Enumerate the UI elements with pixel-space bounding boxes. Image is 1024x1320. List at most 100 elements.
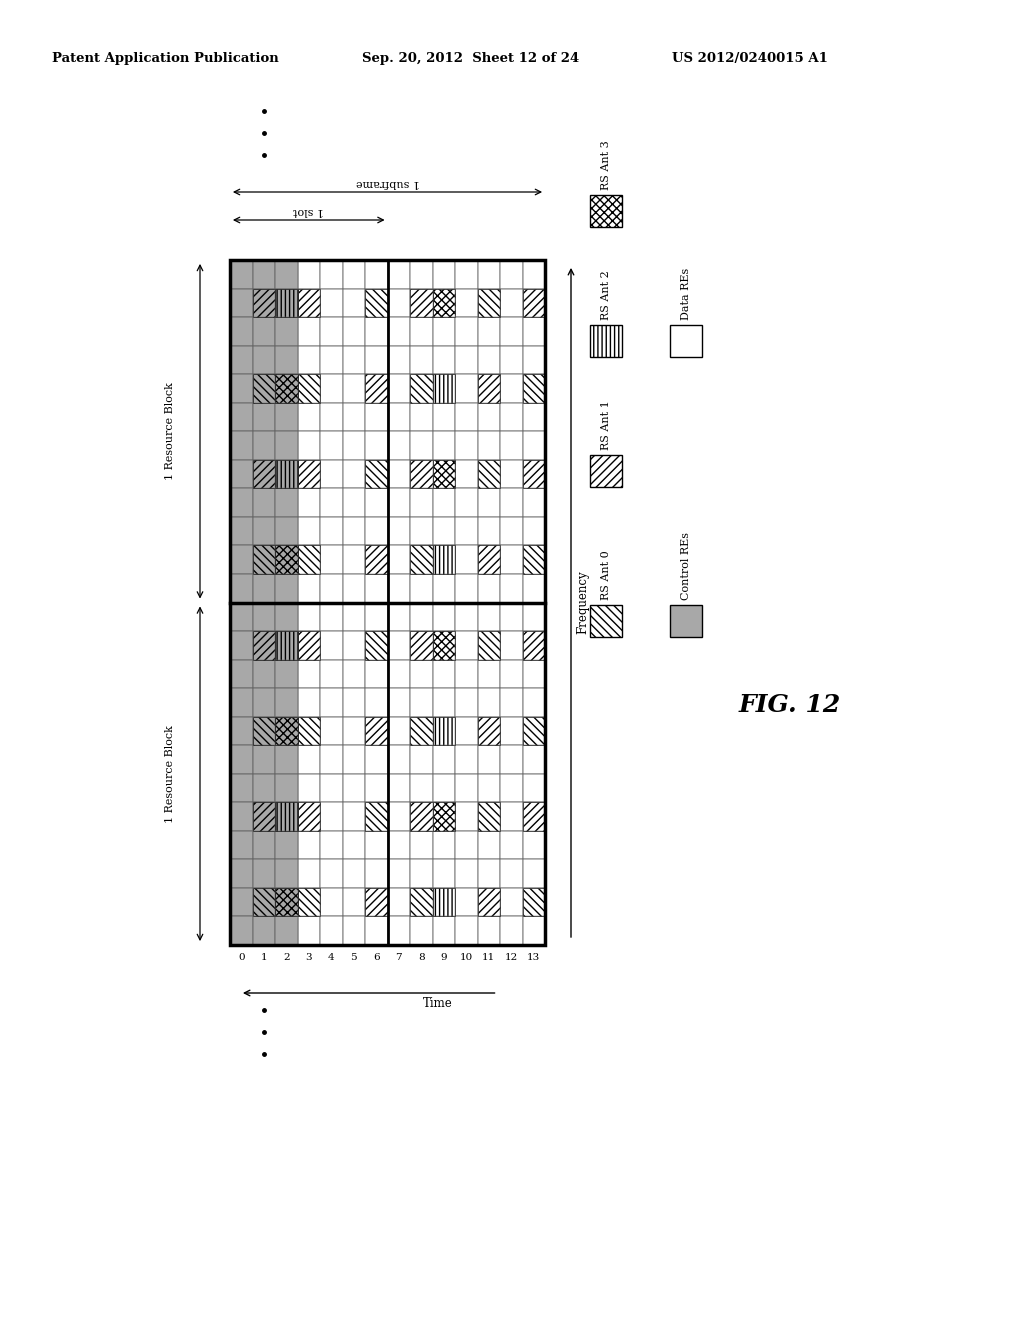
Bar xyxy=(253,574,275,602)
Bar xyxy=(253,888,275,916)
Bar xyxy=(230,830,253,859)
Bar xyxy=(432,774,455,803)
Bar xyxy=(230,374,253,403)
Bar xyxy=(500,916,522,945)
Bar xyxy=(365,859,387,888)
Bar xyxy=(319,888,342,916)
Bar xyxy=(432,517,455,545)
Bar xyxy=(432,317,455,346)
Bar xyxy=(275,517,298,545)
Bar xyxy=(253,517,275,545)
Bar xyxy=(275,717,298,746)
Bar xyxy=(253,459,275,488)
Bar xyxy=(319,774,342,803)
Bar xyxy=(365,660,387,688)
Bar xyxy=(522,289,545,317)
Bar xyxy=(230,488,253,517)
Bar xyxy=(275,688,298,717)
Bar xyxy=(432,346,455,374)
Bar xyxy=(298,688,319,717)
Text: US 2012/0240015 A1: US 2012/0240015 A1 xyxy=(672,51,827,65)
Bar xyxy=(298,803,319,830)
Bar xyxy=(253,488,275,517)
Bar xyxy=(500,803,522,830)
Bar xyxy=(455,289,477,317)
Text: Frequency: Frequency xyxy=(577,570,590,635)
Text: 3: 3 xyxy=(305,953,312,962)
Bar xyxy=(275,916,298,945)
Bar xyxy=(432,459,455,488)
Bar xyxy=(230,459,253,488)
Bar xyxy=(590,455,622,487)
Bar xyxy=(410,317,432,346)
Bar xyxy=(253,803,275,830)
Bar xyxy=(455,545,477,574)
Bar xyxy=(387,774,410,803)
Bar xyxy=(275,574,298,602)
Bar xyxy=(253,545,275,574)
Bar xyxy=(253,459,275,488)
Bar xyxy=(455,260,477,289)
Bar xyxy=(590,195,622,227)
Bar xyxy=(500,317,522,346)
Bar xyxy=(365,374,387,403)
Bar xyxy=(387,289,410,317)
Bar xyxy=(432,289,455,317)
Bar xyxy=(253,660,275,688)
Text: 11: 11 xyxy=(482,953,496,962)
Bar xyxy=(230,660,253,688)
Bar xyxy=(342,488,365,517)
Bar xyxy=(522,803,545,830)
Bar xyxy=(275,459,298,488)
Bar xyxy=(253,574,275,602)
Bar xyxy=(230,545,253,574)
Text: 6: 6 xyxy=(373,953,380,962)
Bar xyxy=(365,317,387,346)
Bar xyxy=(410,746,432,774)
Text: RS Ant 0: RS Ant 0 xyxy=(601,550,611,601)
Bar xyxy=(477,888,500,916)
Bar xyxy=(298,803,319,830)
Bar xyxy=(275,289,298,317)
Bar xyxy=(253,602,275,631)
Bar xyxy=(410,688,432,717)
Text: 12: 12 xyxy=(505,953,518,962)
Bar xyxy=(319,432,342,459)
Bar xyxy=(342,859,365,888)
Bar xyxy=(522,260,545,289)
Bar xyxy=(432,260,455,289)
Bar xyxy=(522,859,545,888)
Bar xyxy=(298,830,319,859)
Bar xyxy=(275,688,298,717)
Bar xyxy=(455,346,477,374)
Bar xyxy=(342,631,365,660)
Bar xyxy=(298,289,319,317)
Bar xyxy=(253,888,275,916)
Bar xyxy=(275,289,298,317)
Bar xyxy=(275,888,298,916)
Bar xyxy=(387,517,410,545)
Bar xyxy=(230,374,253,403)
Bar xyxy=(387,403,410,432)
Bar xyxy=(319,830,342,859)
Bar xyxy=(522,631,545,660)
Bar xyxy=(342,289,365,317)
Bar xyxy=(253,517,275,545)
Bar xyxy=(342,346,365,374)
Bar xyxy=(275,631,298,660)
Bar xyxy=(342,317,365,346)
Bar xyxy=(522,717,545,746)
Bar xyxy=(319,574,342,602)
Bar xyxy=(365,631,387,660)
Bar xyxy=(230,888,253,916)
Bar xyxy=(253,803,275,830)
Bar xyxy=(500,830,522,859)
Bar xyxy=(253,774,275,803)
Bar xyxy=(275,374,298,403)
Bar xyxy=(230,631,253,660)
Bar xyxy=(410,545,432,574)
Text: RS Ant 2: RS Ant 2 xyxy=(601,271,611,319)
Bar xyxy=(275,803,298,830)
Bar xyxy=(230,717,253,746)
Bar xyxy=(410,717,432,746)
